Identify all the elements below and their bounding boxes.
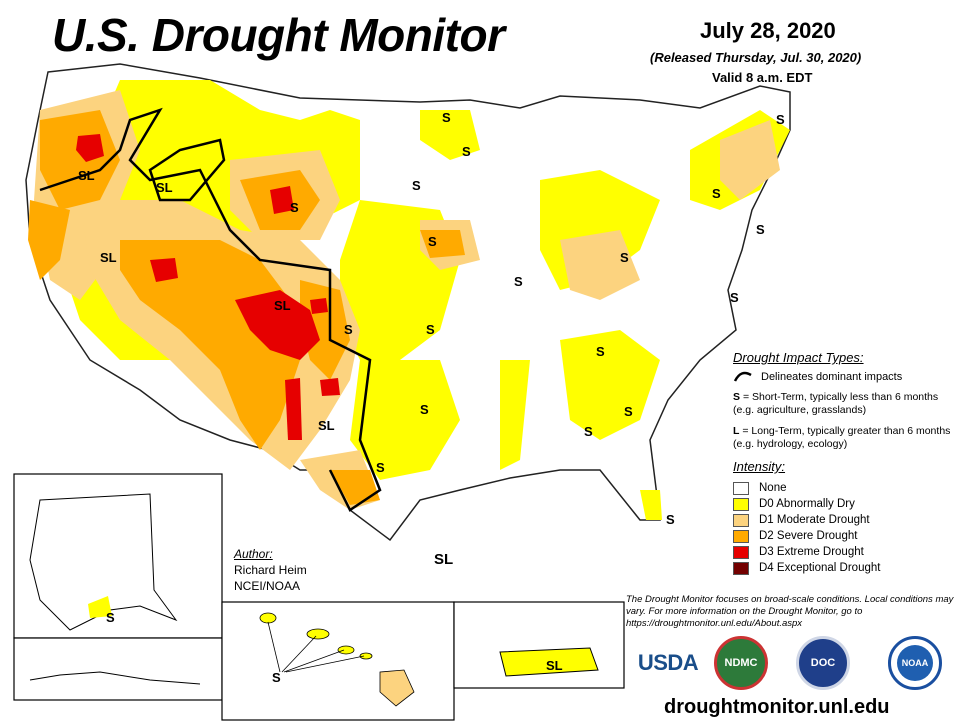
hawaii-pointers	[267, 621, 365, 673]
label-s: S	[428, 234, 437, 249]
label-s: S	[620, 250, 629, 265]
ndmc-logo[interactable]: NDMC	[714, 636, 768, 690]
label-sl: SL	[156, 180, 173, 195]
delineates-text: Delineates dominant impacts	[761, 371, 903, 383]
label-sl: SL	[318, 418, 335, 433]
puerto-rico-inset-frame	[453, 601, 625, 689]
boundary-line-icon	[733, 371, 752, 382]
intensity-row: D1 Moderate Drought	[733, 512, 958, 528]
valid-time: Valid 8 a.m. EDT	[712, 70, 813, 85]
label-s: S	[596, 344, 605, 359]
website-link[interactable]: droughtmonitor.unl.edu	[664, 696, 890, 718]
intensity-label: None	[759, 482, 787, 494]
d2-areas	[28, 110, 572, 670]
label-s: S	[756, 222, 765, 237]
label-sl: SL	[78, 168, 95, 183]
short-term-code: S	[733, 391, 741, 403]
impact-types-heading: Drought Impact Types:	[733, 350, 864, 365]
d3-areas	[76, 134, 340, 440]
noaa-logo[interactable]: NOAA	[888, 636, 942, 690]
ndmc-seal: NDMC	[714, 636, 768, 690]
label-s: S	[376, 460, 385, 475]
hawaii-islands	[259, 612, 415, 707]
page-title: U.S. Drought Monitor	[52, 9, 505, 61]
intensity-label: D2 Severe Drought	[759, 530, 858, 542]
aleutian-inset-frame	[13, 637, 223, 701]
label-sl: SL	[434, 551, 453, 568]
intensity-label: D4 Exceptional Drought	[759, 562, 881, 574]
intensity-row: D4 Exceptional Drought	[733, 560, 958, 576]
author-block: Author: Richard Heim NCEI/NOAA	[234, 546, 307, 594]
label-s: S	[272, 670, 281, 685]
intensity-heading: Intensity:	[733, 459, 786, 474]
label-s: S	[344, 322, 353, 337]
short-term-text: = Short-Term, typically less than 6 mont…	[733, 391, 939, 416]
short-term-description: S = Short-Term, typically less than 6 mo…	[733, 391, 958, 417]
intensity-row: None	[733, 480, 958, 496]
noaa-seal-text: NOAA	[897, 645, 933, 681]
map-date: July 28, 2020	[700, 18, 836, 43]
label-sl: SL	[274, 298, 291, 313]
label-s: S	[426, 322, 435, 337]
long-term-text: = Long-Term, typically greater than 6 mo…	[733, 425, 951, 450]
puerto-rico-outline	[499, 647, 599, 677]
alaska-d0	[88, 596, 112, 618]
partner-logos: USDA NDMC DOC NOAA	[636, 636, 956, 694]
intensity-label: D3 Extreme Drought	[759, 546, 864, 558]
label-s: S	[420, 402, 429, 417]
long-term-description: L = Long-Term, typically greater than 6 …	[733, 425, 958, 451]
impact-boundaries	[39, 107, 382, 512]
label-s: S	[462, 144, 471, 159]
label-s: S	[442, 110, 451, 125]
intensity-label: D1 Moderate Drought	[759, 514, 870, 526]
label-s: S	[514, 274, 523, 289]
label-s: S	[712, 186, 721, 201]
noaa-seal: NOAA	[888, 636, 942, 690]
usda-logo-text: USDA	[637, 650, 699, 675]
intensity-row: D3 Extreme Drought	[733, 544, 958, 560]
intensity-swatch	[733, 497, 749, 511]
aleutian-islands	[29, 671, 201, 685]
label-s: S	[730, 290, 739, 305]
commerce-seal: DOC	[796, 636, 850, 690]
intensity-swatch	[733, 529, 749, 543]
label-s: S	[106, 610, 115, 625]
long-term-code: L	[733, 425, 740, 437]
intensity-row: D0 Abnormally Dry	[733, 496, 958, 512]
intensity-swatch	[733, 513, 749, 527]
label-s: S	[584, 424, 593, 439]
label-sl: SL	[546, 658, 563, 673]
intensity-swatch	[733, 481, 749, 495]
alaska-outline	[29, 493, 178, 631]
intensity-label: D0 Abnormally Dry	[759, 498, 855, 510]
intensity-swatch	[733, 561, 749, 575]
label-s: S	[412, 178, 421, 193]
label-s: S	[776, 112, 785, 127]
label-s: S	[624, 404, 633, 419]
usda-logo[interactable]: USDA	[636, 636, 700, 690]
intensity-list: None D0 Abnormally Dry D1 Moderate Droug…	[733, 480, 958, 576]
intensity-row: D2 Severe Drought	[733, 528, 958, 544]
legend: Drought Impact Types: Delineates dominan…	[733, 350, 958, 576]
label-sl: SL	[100, 250, 117, 265]
label-s: S	[290, 200, 299, 215]
disclaimer-text: The Drought Monitor focuses on broad-sca…	[626, 594, 954, 629]
intensity-swatch	[733, 545, 749, 559]
author-heading: Author:	[234, 547, 273, 561]
release-date: (Released Thursday, Jul. 30, 2020)	[650, 50, 862, 65]
label-s: S	[666, 512, 675, 527]
author-org: NCEI/NOAA	[234, 579, 301, 593]
author-name: Richard Heim	[234, 563, 307, 577]
impact-labels: SL SL SL SL SL SL SL S S S S S S S S S S…	[78, 110, 785, 685]
impact-line-key: Delineates dominant impacts	[733, 371, 958, 383]
commerce-logo[interactable]: DOC	[796, 636, 850, 690]
